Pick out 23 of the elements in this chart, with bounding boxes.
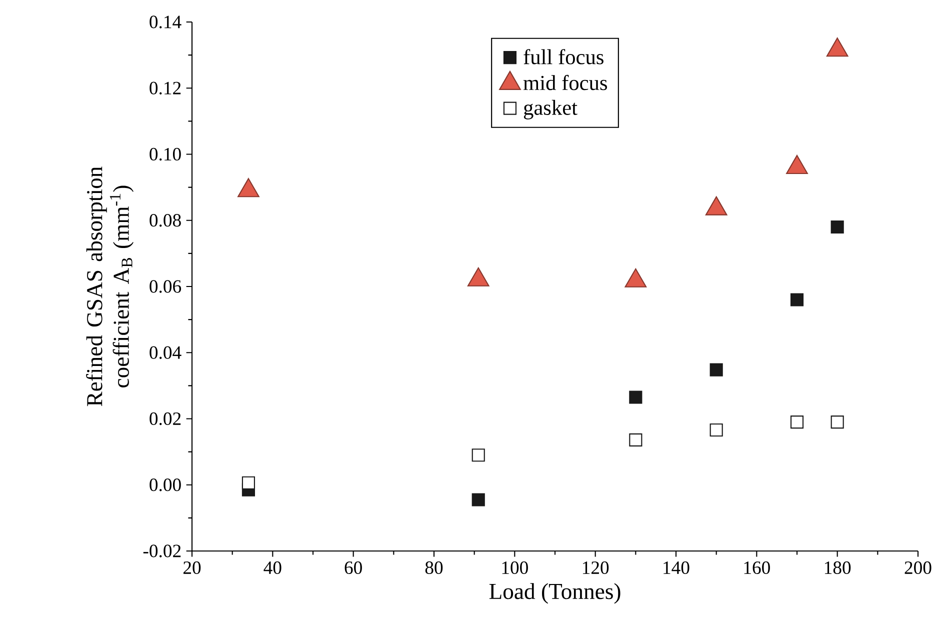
x-tick-label: 140	[664, 561, 690, 574]
y-tick-label: -0.02	[143, 544, 181, 558]
x-tick-label: 100	[502, 561, 528, 574]
x-axis-title: Load (Tonnes)	[489, 583, 620, 604]
x-tick-label: 80	[425, 561, 443, 574]
legend-label: gasket	[524, 100, 578, 120]
legend-label: full focus	[524, 49, 604, 64]
y-tick-label: 0.14	[150, 16, 182, 28]
y-tick-label: 0.04	[150, 346, 182, 359]
x-tick-label: 20	[183, 561, 201, 574]
y-tick-label: 0.06	[150, 280, 182, 293]
y-tick-label: 0.00	[150, 478, 181, 492]
x-tick-label: 180	[824, 561, 851, 574]
legend-label: mid focus	[523, 74, 607, 90]
y-tick-label: 0.02	[150, 412, 181, 426]
x-tick-label: 60	[344, 561, 362, 574]
x-tick-label: 160	[744, 561, 770, 574]
x-tick-label: 200	[904, 561, 932, 574]
y-tick-label: 0.10	[150, 148, 181, 161]
y-tick-label: 0.08	[150, 214, 181, 227]
x-tick-label: 40	[264, 561, 282, 574]
x-tick-label: 120	[582, 561, 609, 574]
y-tick-label: 0.12	[150, 82, 181, 94]
